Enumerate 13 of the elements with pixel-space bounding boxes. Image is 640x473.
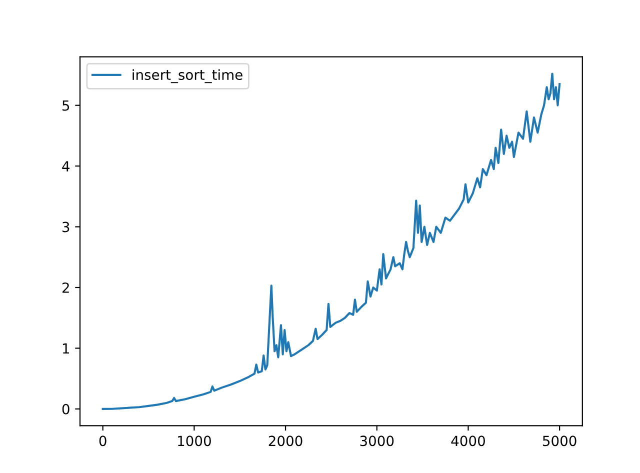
- x-tick-label: 0: [99, 436, 106, 446]
- x-tick-label: 4000: [451, 436, 485, 446]
- y-tick-label: 1: [62, 343, 69, 354]
- y-tick-label: 3: [62, 222, 70, 232]
- x-tick-label: 1000: [178, 436, 211, 446]
- y-tick-label: 5: [62, 100, 70, 111]
- y-tick-label: 2: [62, 282, 69, 293]
- legend-label: insert_sort_time: [132, 69, 242, 84]
- y-tick-label: 0: [62, 404, 70, 414]
- x-tick-label: 3000: [360, 436, 394, 446]
- x-tick-label: 5000: [542, 436, 576, 446]
- y-tick-label: 4: [62, 161, 70, 172]
- x-tick-label: 2000: [268, 436, 302, 446]
